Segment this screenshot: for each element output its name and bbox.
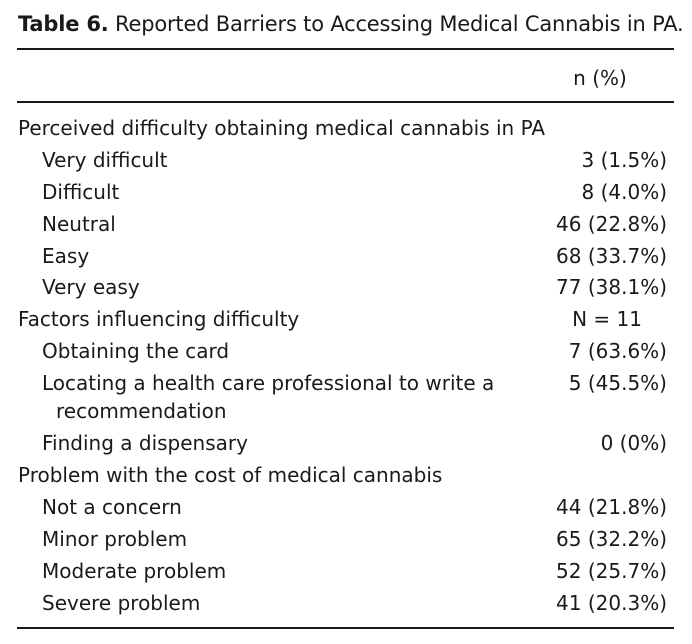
row-value: 0 (0%) [600,431,667,456]
row-label: Locating a health care professional to w… [42,369,512,425]
table-row: Difficult 8 (4.0%) [0,176,692,208]
row-value: 77 (38.1%) [556,275,667,300]
top-rule [17,48,674,50]
section-value: N = 11 [572,307,642,332]
table-row: Easy 68 (33.7%) [0,240,692,272]
table-row: Locating a health care professional to w… [0,367,692,427]
table-title: Reported Barriers to Accessing Medical C… [115,12,684,36]
table-caption: Table 6. Reported Barriers to Accessing … [18,12,684,36]
table-row: Obtaining the card 7 (63.6%) [0,335,692,367]
table-row: Not a concern 44 (21.8%) [0,491,692,523]
column-header-n-percent: n (%) [573,66,627,90]
row-value: 5 (45.5%) [568,371,667,396]
row-value: 44 (21.8%) [556,494,667,519]
row-label: Not a concern [42,494,182,519]
row-value: 41 (20.3%) [556,590,667,615]
table-number: Table 6. [18,12,109,36]
row-value: 68 (33.7%) [556,243,667,268]
row-label-line2: recommendation [56,399,227,424]
row-label-line1: Locating a health care professional to w… [42,371,495,396]
row-label: Neutral [42,211,116,236]
section-label: Factors influencing difficulty [18,307,300,332]
row-value: 46 (22.8%) [556,211,667,236]
row-label: Difficult [42,179,120,204]
row-value: 3 (1.5%) [581,147,668,172]
row-label: Severe problem [42,590,201,615]
row-label: Obtaining the card [42,339,230,364]
table-body: Perceived difficulty obtaining medical c… [0,112,692,618]
table-row: Very easy 77 (38.1%) [0,271,692,303]
row-label: Moderate problem [42,558,227,583]
table-row: Very difficult 3 (1.5%) [0,144,692,176]
bottom-rule [17,627,674,629]
row-value: 52 (25.7%) [556,558,667,583]
row-value: 65 (32.2%) [556,526,667,551]
row-label: Finding a dispensary [42,431,248,456]
header-rule [17,101,674,103]
row-value: 8 (4.0%) [581,179,668,204]
section-perceived-difficulty: Perceived difficulty obtaining medical c… [0,112,692,144]
table-row: Finding a dispensary 0 (0%) [0,427,692,459]
table-row: Minor problem 65 (32.2%) [0,523,692,555]
table-row: Severe problem 41 (20.3%) [0,587,692,619]
row-label: Very easy [42,275,140,300]
section-label: Problem with the cost of medical cannabi… [18,463,443,488]
row-label: Easy [42,243,90,268]
table-row: Neutral 46 (22.8%) [0,208,692,240]
row-value: 7 (63.6%) [568,339,667,364]
section-factors-influencing: Factors influencing difficulty N = 11 [0,303,692,335]
section-label: Perceived difficulty obtaining medical c… [18,116,546,140]
row-label: Very difficult [42,147,168,172]
row-label: Minor problem [42,526,188,551]
table-row: Moderate problem 52 (25.7%) [0,555,692,587]
section-cost-problem: Problem with the cost of medical cannabi… [0,459,692,491]
